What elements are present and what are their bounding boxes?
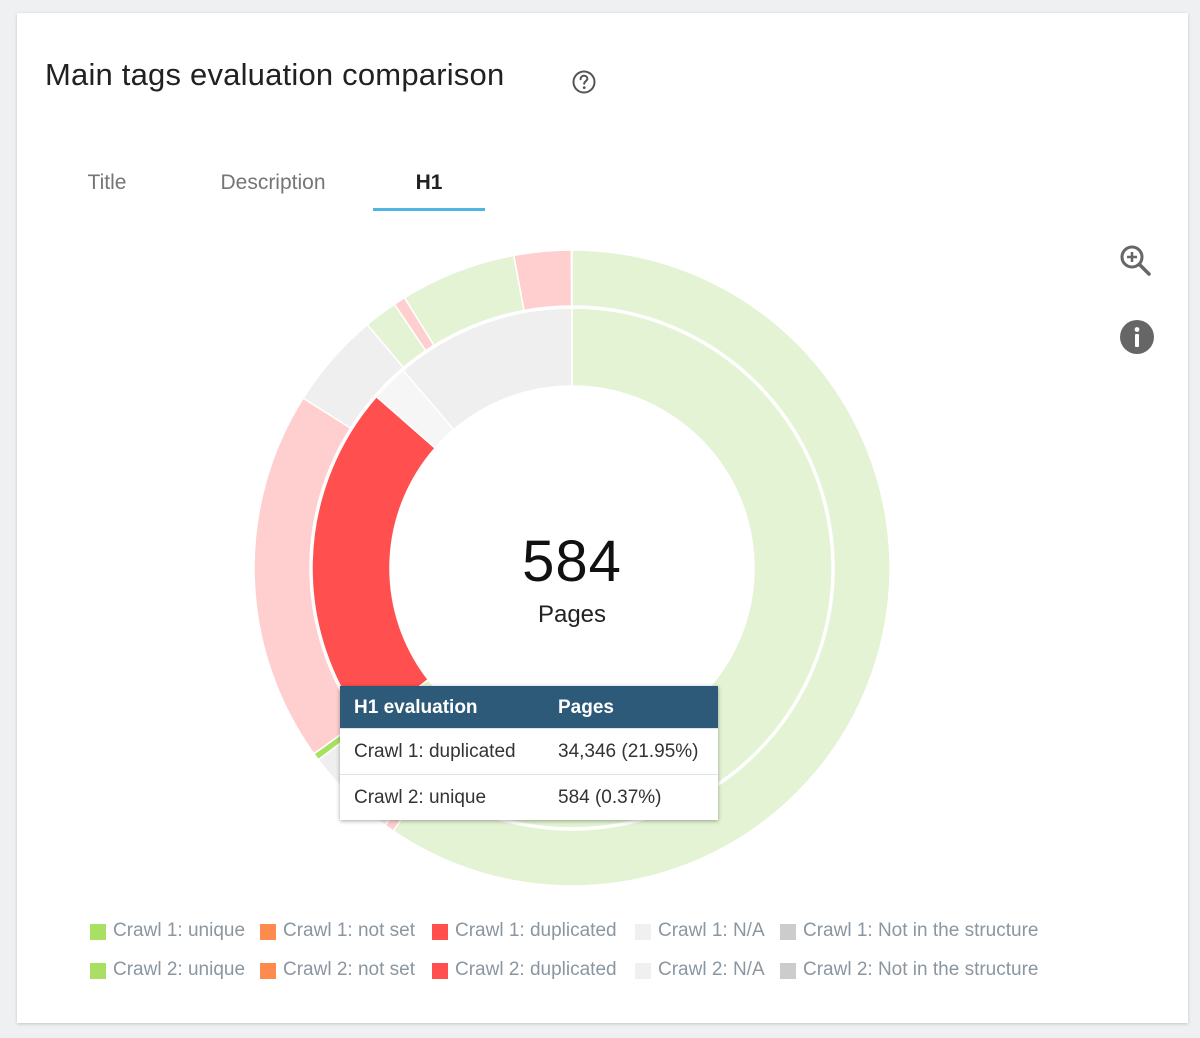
legend-label: Crawl 2: unique bbox=[113, 959, 246, 980]
info-circle-icon[interactable] bbox=[1119, 319, 1155, 355]
center-value: 584 bbox=[522, 529, 622, 594]
legend-swatch bbox=[90, 963, 106, 979]
legend-swatch bbox=[635, 963, 651, 979]
legend-label: Crawl 2: Not in the structure bbox=[803, 959, 1039, 980]
legend-label: Crawl 1: unique bbox=[113, 920, 246, 941]
legend-swatch bbox=[260, 924, 276, 940]
legend-label: Crawl 1: not set bbox=[283, 920, 415, 941]
legend-swatch bbox=[90, 924, 106, 940]
legend-swatch bbox=[635, 924, 651, 940]
card-title: Main tags evaluation comparison bbox=[45, 57, 505, 92]
legend-swatch bbox=[780, 924, 796, 940]
chart-card: Main tags evaluation comparison Title De… bbox=[17, 13, 1188, 1023]
tab-title[interactable]: Title bbox=[87, 171, 127, 194]
tooltip-row-label: Crawl 2: unique bbox=[354, 787, 487, 808]
slice-crawl-2-duplicated[interactable] bbox=[512, 249, 573, 312]
tooltip-row-value: 584 (0.37%) bbox=[558, 787, 662, 808]
nested-donut-chart bbox=[253, 249, 891, 887]
tab-bar: Title Description H1 bbox=[17, 155, 537, 211]
slice-crawl-1-not-in-the-structure[interactable] bbox=[402, 307, 573, 431]
tab-description[interactable]: Description bbox=[220, 171, 326, 194]
slice-crawl-2-unique[interactable] bbox=[392, 249, 891, 887]
tooltip-row: Crawl 1: duplicated 34,346 (21.95%) bbox=[340, 728, 718, 774]
tooltip-header-evaluation: H1 evaluation bbox=[354, 697, 478, 718]
tooltip-header: H1 evaluation Pages bbox=[340, 686, 718, 728]
question-circle-icon[interactable] bbox=[571, 69, 597, 95]
tooltip-row: Crawl 2: unique 584 (0.37%) bbox=[340, 774, 718, 820]
active-tab-indicator bbox=[373, 208, 485, 211]
legend-swatch bbox=[432, 924, 448, 940]
legend-swatch bbox=[432, 963, 448, 979]
center-label: Pages bbox=[537, 601, 607, 628]
zoom-in-icon[interactable] bbox=[1118, 243, 1154, 279]
tooltip-row-label: Crawl 1: duplicated bbox=[354, 741, 516, 762]
legend-label: Crawl 1: duplicated bbox=[455, 920, 617, 941]
legend-label: Crawl 2: N/A bbox=[658, 959, 765, 980]
legend-swatch bbox=[260, 963, 276, 979]
chart-legend: Crawl 1: unique Crawl 1: not set Crawl 1… bbox=[90, 915, 1090, 995]
tooltip-row-value: 34,346 (21.95%) bbox=[558, 741, 699, 762]
tooltip-header-pages: Pages bbox=[558, 697, 614, 718]
legend-swatch bbox=[780, 963, 796, 979]
legend-label: Crawl 1: N/A bbox=[658, 920, 765, 941]
legend-label: Crawl 1: Not in the structure bbox=[803, 920, 1039, 941]
tab-h1[interactable]: H1 bbox=[415, 171, 443, 194]
legend-label: Crawl 2: duplicated bbox=[455, 959, 617, 980]
legend-label: Crawl 2: not set bbox=[283, 959, 415, 980]
chart-tooltip: H1 evaluation Pages Crawl 1: duplicated … bbox=[340, 686, 718, 820]
